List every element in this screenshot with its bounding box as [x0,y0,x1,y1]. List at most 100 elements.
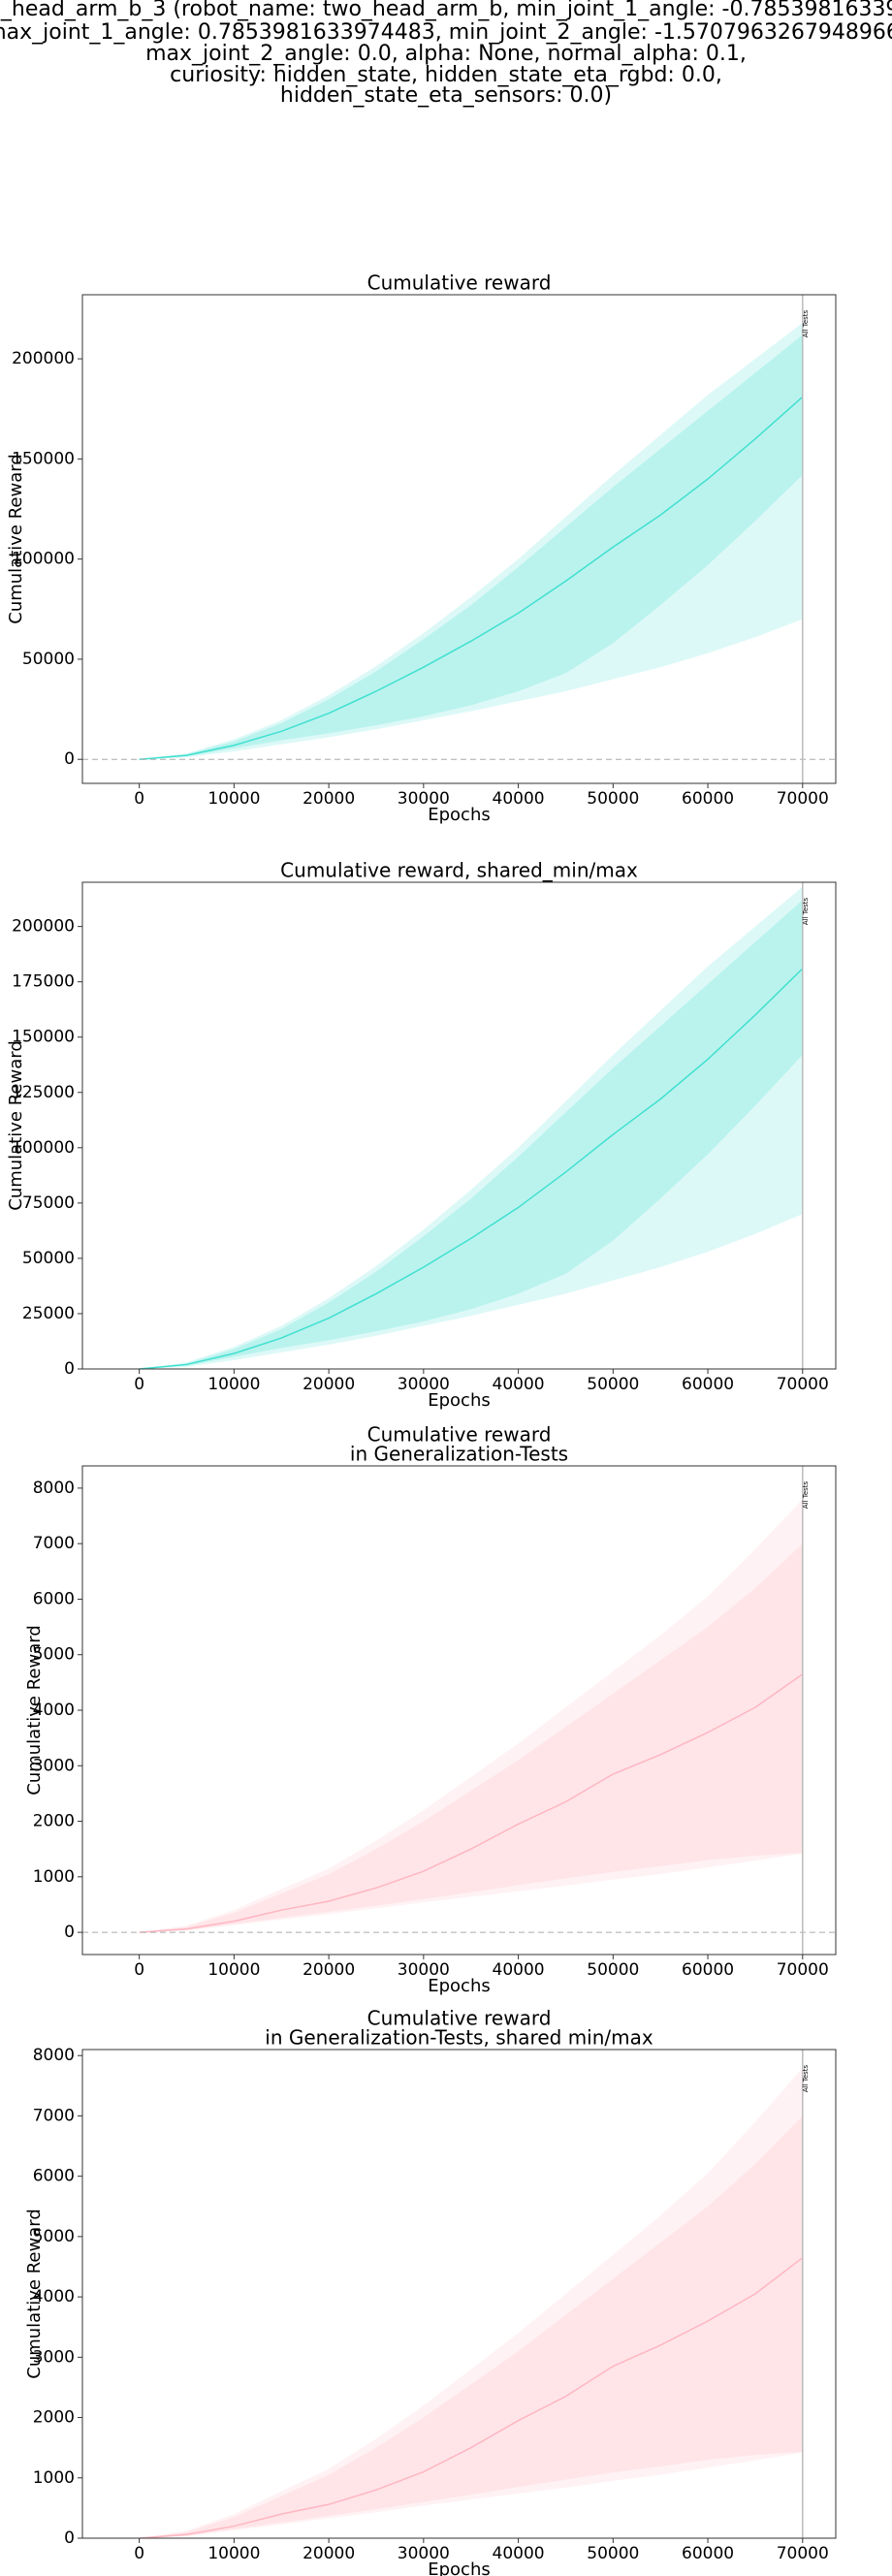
mean-line [139,2257,804,2538]
y-tick-label: 7000 [33,1534,75,1553]
y-tick-label: 150000 [12,1028,75,1047]
axes-frame [81,881,837,1370]
y-tick-label: 6000 [33,1589,75,1608]
y-tick-label: 2000 [33,2408,75,2428]
x-tick-label: 40000 [493,2544,545,2563]
min-max-band [139,1499,803,1933]
x-tick-label: 40000 [493,789,545,809]
x-tick-label: 20000 [303,789,355,809]
std-band [139,1543,803,1933]
marker-label: All Tests [802,309,810,337]
chart-title: Cumulative reward, shared_min/max [280,859,638,882]
x-tick-label: 20000 [303,2544,355,2563]
x-tick-label: 60000 [682,1375,734,1394]
plot-area [82,1466,836,1955]
y-tick-label: 2000 [33,1812,75,1831]
x-tick-label: 50000 [587,1960,639,1980]
x-tick-label: 60000 [682,789,734,809]
y-tick-label: 0 [64,749,75,769]
figure-title: hidden_state_eta_sensors: 0.0) [280,83,612,108]
y-tick-label: 150000 [12,449,75,468]
y-tick-label: 50000 [22,1249,75,1268]
x-tick-label: 0 [134,2544,144,2563]
y-axis-label: Cumulative Reward [24,2209,45,2379]
y-axis-label: Cumulative Reward [6,1040,26,1211]
x-tick-label: 30000 [398,2544,450,2563]
y-tick-label: 5000 [33,2227,75,2246]
x-axis-label: Epochs [428,805,491,825]
x-tick-label: 30000 [398,1375,450,1394]
plot-area [82,295,836,783]
x-tick-label: 0 [134,789,144,809]
min-max-band [139,2067,803,2538]
y-tick-label: 50000 [22,650,75,669]
y-tick-label: 3000 [33,2347,75,2367]
x-tick-label: 40000 [493,1375,545,1394]
figure-title: max_joint_1_angle: 0.7853981633974483, m… [0,20,892,45]
mean-line [139,396,804,760]
y-tick-label: 75000 [22,1193,75,1213]
y-tick-label: 100000 [12,550,75,569]
plot-area [139,882,804,1369]
plot-area [139,2050,804,2538]
min-max-band [139,886,803,1369]
y-tick-label: 5000 [33,1645,75,1665]
y-tick-label: 0 [64,1923,75,1942]
x-tick-label: 10000 [207,1960,260,1980]
mean-line [139,968,804,1369]
x-tick-label: 60000 [682,1960,734,1980]
y-tick-label: 125000 [12,1083,75,1102]
y-tick-label: 0 [64,1359,75,1379]
y-tick-label: 200000 [12,349,75,368]
x-tick-label: 10000 [207,2544,260,2563]
x-tick-label: 0 [134,1375,144,1394]
std-band [139,334,803,760]
x-tick-label: 20000 [303,1375,355,1394]
y-tick-label: 1000 [33,2468,75,2488]
x-tick-label: 50000 [587,2544,639,2563]
x-tick-label: 20000 [303,1960,355,1980]
y-axis-label: Cumulative Reward [24,1625,45,1796]
x-tick-label: 10000 [207,789,260,809]
x-tick-label: 60000 [682,2544,734,2563]
x-axis-label: Epochs [428,1390,491,1411]
x-tick-label: 0 [134,1960,144,1980]
chart-title: in Generalization-Tests, shared min/max [265,2026,653,2050]
y-tick-label: 1000 [33,1867,75,1887]
x-tick-label: 50000 [587,1375,639,1394]
x-tick-label: 50000 [587,789,639,809]
x-tick-label: 70000 [777,2544,829,2563]
y-tick-label: 6000 [33,2167,75,2186]
chart-title: Cumulative reward [367,1423,552,1447]
x-tick-label: 30000 [398,1960,450,1980]
y-axis-label: Cumulative Reward [6,454,26,624]
marker-label: All Tests [802,2064,810,2092]
chart-title: Cumulative reward [367,271,552,295]
x-tick-label: 10000 [207,1375,260,1394]
y-tick-label: 0 [64,2528,75,2548]
x-tick-label: 30000 [398,789,450,809]
axes-frame [81,2049,837,2539]
y-tick-label: 7000 [33,2106,75,2125]
figure-title: max_joint_2_angle: 0.0, alpha: None, nor… [145,42,747,66]
min-max-band [139,322,803,760]
mean-line [139,1673,804,1933]
marker-label: All Tests [802,1480,810,1509]
std-band [139,2115,803,2538]
y-tick-label: 4000 [33,2287,75,2306]
std-band [139,900,803,1369]
y-tick-label: 100000 [12,1138,75,1158]
y-tick-label: 8000 [33,2046,75,2065]
axes-frame [81,294,837,784]
chart-title: in Generalization-Tests [350,1443,568,1466]
x-tick-label: 70000 [777,1375,829,1394]
y-tick-label: 25000 [22,1304,75,1323]
x-tick-label: 40000 [493,1960,545,1980]
figure-title: curiosity: hidden_state, hidden_state_et… [170,63,722,87]
x-tick-label: 70000 [777,789,829,809]
x-tick-label: 70000 [777,1960,829,1980]
y-tick-label: 8000 [33,1479,75,1498]
y-tick-label: 3000 [33,1756,75,1775]
